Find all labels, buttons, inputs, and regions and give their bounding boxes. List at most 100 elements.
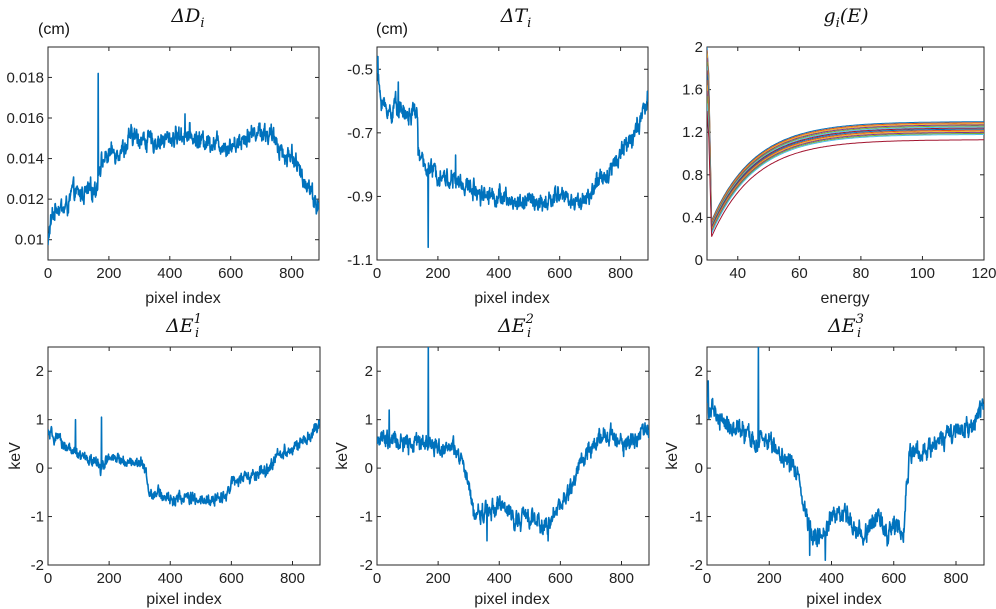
x-tick-label: 40 [729,265,746,282]
y-tick-label: -1 [31,509,44,526]
curve-line-10 [707,85,984,231]
panel-title: ΔE2 i [497,312,534,341]
y-tick-label: 0.012 [6,191,44,208]
panel-title: ΔDi [170,5,204,31]
x-tick-label: 800 [280,570,305,587]
y-tick-label: -0.9 [347,188,373,205]
x-tick-label: 800 [608,265,633,282]
y-tick-label: 0.4 [682,209,703,226]
series-line [48,416,320,507]
curve-line-2 [707,50,984,222]
curve-line-11 [707,90,984,232]
y-axis-label: keV [334,442,351,470]
x-tick-label: 0 [703,570,711,587]
y-tick-label: -1 [690,509,703,526]
panel-delta-t: ΔTi (cm) pixel index 0 200 400 600 800 -1.1 -0… [347,5,649,307]
y-tick-label: 0.01 [15,232,44,249]
x-axis-label: pixel index [474,591,550,608]
y-tick-label: 0 [365,460,373,477]
series-line [377,55,648,249]
y-tick-label: 1.6 [682,82,703,99]
y-tick-label: -2 [31,557,44,574]
x-tick-label: 80 [853,265,870,282]
panel-title: ΔTi [500,5,532,31]
x-tick-label: 200 [425,265,450,282]
x-tick-label: 200 [97,570,122,587]
y-tick-label: -0.7 [347,125,373,142]
axes-box [706,46,985,261]
x-tick-label: 0 [44,570,52,587]
y-tick-label: 0.018 [6,69,44,86]
x-tick-label: 400 [486,265,511,282]
y-tick-label: 0.014 [6,151,44,168]
axes-box [376,46,649,261]
y-tick-label: 0 [695,252,703,269]
y-axis-label: keV [664,442,681,470]
x-tick-label: 0 [44,265,52,282]
y-tick-label: 2 [695,363,703,380]
panel-delta-e1: ΔE1 i keV pixel index 0 200 400 600 800 -2 -1 0 1… [7,312,321,608]
x-axis-label: pixel index [806,591,882,608]
series-line [707,347,984,561]
series-line [377,347,649,542]
y-tick-label: -1 [360,509,373,526]
x-axis-label: pixel index [145,290,221,307]
x-tick-label: 400 [157,265,182,282]
curve-line-12 [707,95,984,233]
x-tick-label: 0 [373,265,381,282]
panel-delta-d: ΔDi (cm) pixel index 0 200 400 600 800 0.01 0.… [6,5,320,307]
x-tick-label: 100 [910,265,935,282]
x-tick-label: 200 [96,265,121,282]
x-tick-label: 600 [548,570,573,587]
x-tick-label: 200 [426,570,451,587]
curve-line-13 [707,103,984,234]
y-tick-label: 0 [695,460,703,477]
y-tick-label: 1.2 [682,124,703,141]
curve-line-8 [707,74,984,229]
x-tick-label: 60 [791,265,808,282]
x-tick-label: 600 [219,570,244,587]
x-tick-label: 400 [158,570,183,587]
curve-line-1 [707,47,984,221]
curve-line-14 [707,110,984,237]
axes-box [376,346,650,566]
y-tick-label: 0.8 [682,167,703,184]
panel-title: gi(E) [823,5,868,31]
y-tick-label: -1.1 [347,252,373,269]
y-tick-label: 1 [36,412,44,429]
x-axis-label: energy [821,290,870,307]
x-tick-label: 600 [218,265,243,282]
y-unit-label: (cm) [376,21,408,38]
x-tick-label: 400 [819,570,844,587]
y-tick-label: -2 [360,557,373,574]
axes-box [706,346,985,566]
panel-g-e: gi(E) energy 40 60 80 100 120 0 0.4 0.8 1.2 1.6 2 [682,5,996,307]
panel-title: ΔE1 i [165,312,202,341]
x-tick-label: 120 [971,265,996,282]
x-tick-label: 400 [487,570,512,587]
curve-line-5 [707,61,984,226]
x-tick-label: 200 [757,570,782,587]
curve-line-7 [707,70,984,228]
y-tick-label: 1 [695,412,703,429]
y-unit-label: (cm) [38,21,70,38]
axes-box [47,346,321,566]
x-tick-label: 600 [881,570,906,587]
x-tick-label: 0 [373,570,381,587]
y-tick-label: 0.016 [6,110,44,127]
x-axis-label: pixel index [146,591,222,608]
x-tick-label: 800 [609,570,634,587]
axes-box [47,46,320,261]
y-tick-label: 2 [695,39,703,56]
curve-line-9 [707,79,984,230]
x-axis-label: pixel index [474,290,550,307]
y-tick-label: 0 [36,460,44,477]
y-axis-label: keV [7,442,24,470]
series-line [48,72,319,246]
panel-delta-e3: ΔE3 i keV pixel index 0 200 400 600 800 -2 -1 0 1… [664,312,985,608]
panel-delta-e2: ΔE2 i keV pixel index 0 200 400 600 800 -2 -1 0 1… [334,312,650,608]
curve-line-6 [707,66,984,227]
x-tick-label: 600 [547,265,572,282]
y-tick-label: 2 [365,363,373,380]
